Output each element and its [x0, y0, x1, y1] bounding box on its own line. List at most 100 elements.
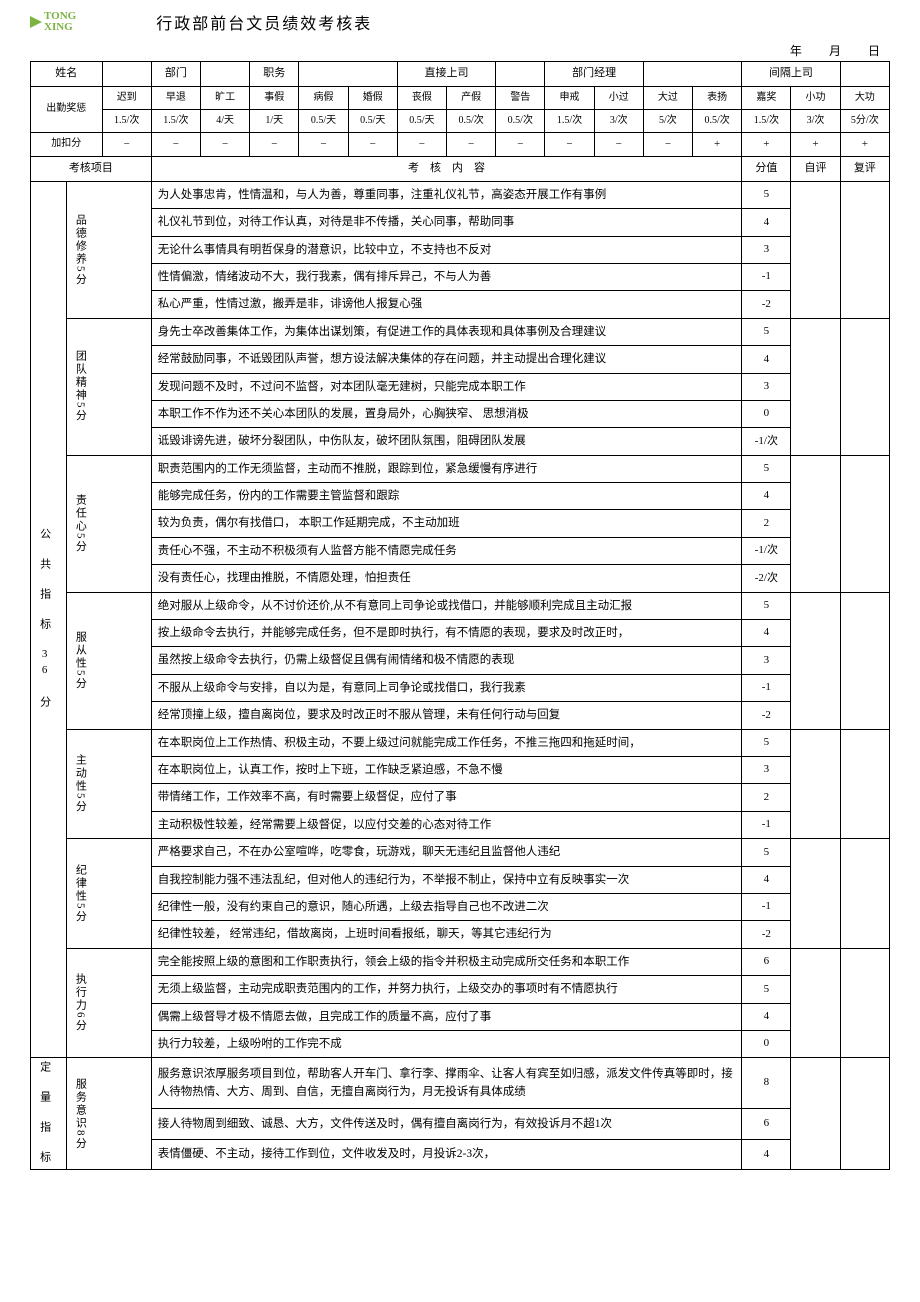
review-eval-field[interactable]	[840, 181, 889, 318]
desc-cell: 身先士卒改善集体工作，为集体出谋划策，有促进工作的具体表现和具体事例及合理建议	[151, 318, 741, 345]
post-field[interactable]	[299, 62, 397, 87]
desc-cell: 严格要求自己，不在办公室喧哗，吃零食，玩游戏，聊天无违纪且监督他人违纪	[151, 839, 741, 866]
sub-category: 责任心5分	[71, 494, 89, 554]
table-row: 主动积极性较差，经常需要上级督促，以应付交差的心态对待工作-1	[31, 811, 890, 838]
review-eval-field[interactable]	[840, 948, 889, 1058]
score-cell: -1	[742, 263, 791, 290]
desc-cell: 自我控制能力强不违法乱纪，但对他人的违纪行为，不举报不制止，保持中立有反映事实一…	[151, 866, 741, 893]
dept-field[interactable]	[201, 62, 250, 87]
manager-label: 部门经理	[545, 62, 643, 87]
review-eval-field[interactable]	[840, 318, 889, 455]
score-cell: 4	[742, 483, 791, 510]
score-cell: 5	[742, 729, 791, 756]
att-col: 产假	[447, 86, 496, 109]
page-header: TONGXING 行政部前台文员绩效考核表	[30, 10, 890, 34]
att-col: 丧假	[397, 86, 446, 109]
direct-label: 直接上司	[397, 62, 495, 87]
desc-cell: 礼仪礼节到位，对待工作认真，对待是非不传播，关心同事，帮助同事	[151, 209, 741, 236]
table-row: 无须上级监督，主动完成职责范围内的工作，并努力执行，上级交办的事项时有不情愿执行…	[31, 976, 890, 1003]
name-field[interactable]	[102, 62, 151, 87]
sub-category: 团队精神5分	[71, 350, 89, 423]
self-eval-field[interactable]	[791, 1058, 840, 1170]
addsub-cell: +	[840, 132, 889, 157]
score-cell: 3	[742, 756, 791, 783]
self-eval-field[interactable]	[791, 181, 840, 318]
table-row: 执行力6分完全能按照上级的意图和工作职责执行，领会上级的指令并积极主动完成所交任…	[31, 948, 890, 975]
review-eval-field[interactable]	[840, 1058, 889, 1170]
table-row: 责任心不强，不主动不积极须有人监督方能不情愿完成任务-1/次	[31, 537, 890, 564]
att-col: 早退	[151, 86, 200, 109]
addsub-cell: −	[594, 132, 643, 157]
table-row: 没有责任心，找理由推脱，不情愿处理，怕担责任-2/次	[31, 565, 890, 592]
score-cell: 4	[742, 209, 791, 236]
self-eval-field[interactable]	[791, 948, 840, 1058]
desc-cell: 无论什么事情具有明哲保身的潜意识，比较中立，不支持也不反对	[151, 236, 741, 263]
sub-category: 纪律性5分	[71, 864, 89, 924]
desc-cell: 表情僵硬、不主动，接待工作到位，文件收发及时，月投诉2-3次，	[151, 1139, 741, 1170]
att-col: 表扬	[693, 86, 742, 109]
indirect-field[interactable]	[840, 62, 889, 87]
year-label: 年	[790, 44, 802, 58]
desc-cell: 无须上级监督，主动完成职责范围内的工作，并努力执行，上级交办的事项时有不情愿执行	[151, 976, 741, 1003]
att-val: 1.5/次	[742, 109, 791, 132]
att-col: 小过	[594, 86, 643, 109]
page-title: 行政部前台文员绩效考核表	[156, 10, 372, 34]
direct-field[interactable]	[496, 62, 545, 87]
att-val: 0.5/天	[299, 109, 348, 132]
review-eval-field[interactable]	[840, 839, 889, 949]
desc-cell: 主动积极性较差，经常需要上级督促，以应付交差的心态对待工作	[151, 811, 741, 838]
table-row: 偶需上级督导才极不情愿去做，且完成工作的质量不高，应付了事4	[31, 1003, 890, 1030]
review-eval-field[interactable]	[840, 455, 889, 592]
name-label: 姓名	[31, 62, 103, 87]
table-row: 团队精神5分身先士卒改善集体工作，为集体出谋划策，有促进工作的具体表现和具体事例…	[31, 318, 890, 345]
logo: TONGXING	[30, 11, 76, 33]
review-eval-field[interactable]	[840, 592, 889, 729]
self-eval-field[interactable]	[791, 592, 840, 729]
table-row: 责任心5分职责范围内的工作无须监督，主动而不推脱，跟踪到位，紧急缓慢有序进行5	[31, 455, 890, 482]
att-col: 旷工	[201, 86, 250, 109]
score-cell: 5	[742, 455, 791, 482]
addsub-cell: −	[397, 132, 446, 157]
addsub-cell: −	[348, 132, 397, 157]
sub-category: 主动性5分	[71, 754, 89, 814]
table-row: 纪律性一般，没有约束自己的意识，随心所遇，上级去指导自己也不改进二次-1	[31, 893, 890, 920]
desc-cell: 按上级命令去执行，并能够完成任务，但不是即时执行，有不情愿的表现，要求及时改正时…	[151, 620, 741, 647]
att-val: 1.5/次	[102, 109, 151, 132]
self-eval-field[interactable]	[791, 729, 840, 839]
review-eval-field[interactable]	[840, 729, 889, 839]
score-cell: -2	[742, 291, 791, 318]
score-cell: 5	[742, 592, 791, 619]
table-row: 经常鼓励同事，不诋毁团队声誉，想方设法解决集体的存在问题，并主动提出合理化建议4	[31, 346, 890, 373]
big-category-2: 定 量 指 标	[35, 1061, 53, 1166]
indirect-label: 间隔上司	[742, 62, 840, 87]
self-eval-field[interactable]	[791, 455, 840, 592]
score-cell: -1	[742, 811, 791, 838]
att-val: 5分/次	[840, 109, 889, 132]
manager-field[interactable]	[643, 62, 741, 87]
desc-cell: 能够完成任务，份内的工作需要主管监督和跟踪	[151, 483, 741, 510]
score-header: 分值	[742, 157, 791, 182]
table-row: 礼仪礼节到位，对待工作认真，对待是非不传播，关心同事，帮助同事4	[31, 209, 890, 236]
table-row: 纪律性较差， 经常违纪，借故离岗，上班时间看报纸，聊天，等其它违纪行为-2	[31, 921, 890, 948]
score-cell: 2	[742, 510, 791, 537]
score-cell: 0	[742, 400, 791, 427]
desc-cell: 服务意识浓厚服务项目到位，帮助客人开车门、拿行李、撑雨伞、让客人有宾至如归感，派…	[151, 1058, 741, 1109]
addsub-cell: −	[496, 132, 545, 157]
att-col: 嘉奖	[742, 86, 791, 109]
big-category-1: 公 共 指 标 36 分	[35, 528, 53, 711]
desc-cell: 为人处事忠肯，性情温和，与人为善，尊重同事，注重礼仪礼节，高姿态开展工作有事例	[151, 181, 741, 208]
desc-cell: 纪律性较差， 经常违纪，借故离岗，上班时间看报纸，聊天，等其它违纪行为	[151, 921, 741, 948]
desc-cell: 绝对服从上级命令，从不讨价还价,从不有意同上司争论或找借口，并能够顺利完成且主动…	[151, 592, 741, 619]
score-cell: 5	[742, 976, 791, 1003]
addsub-cell: +	[693, 132, 742, 157]
desc-cell: 在本职岗位上工作热情、积极主动，不要上级过问就能完成工作任务，不推三拖四和拖延时…	[151, 729, 741, 756]
desc-cell: 没有责任心，找理由推脱，不情愿处理，怕担责任	[151, 565, 741, 592]
table-row: 能够完成任务，份内的工作需要主管监督和跟踪4	[31, 483, 890, 510]
score-cell: -1	[742, 893, 791, 920]
self-eval-field[interactable]	[791, 839, 840, 949]
date-row: 年 月 日	[30, 42, 890, 59]
desc-cell: 在本职岗位上，认真工作，按时上下班，工作缺乏紧迫感，不急不慢	[151, 756, 741, 783]
table-row: 较为负责，偶尔有找借口， 本职工作延期完成，不主动加班2	[31, 510, 890, 537]
self-eval-field[interactable]	[791, 318, 840, 455]
score-cell: 4	[742, 620, 791, 647]
